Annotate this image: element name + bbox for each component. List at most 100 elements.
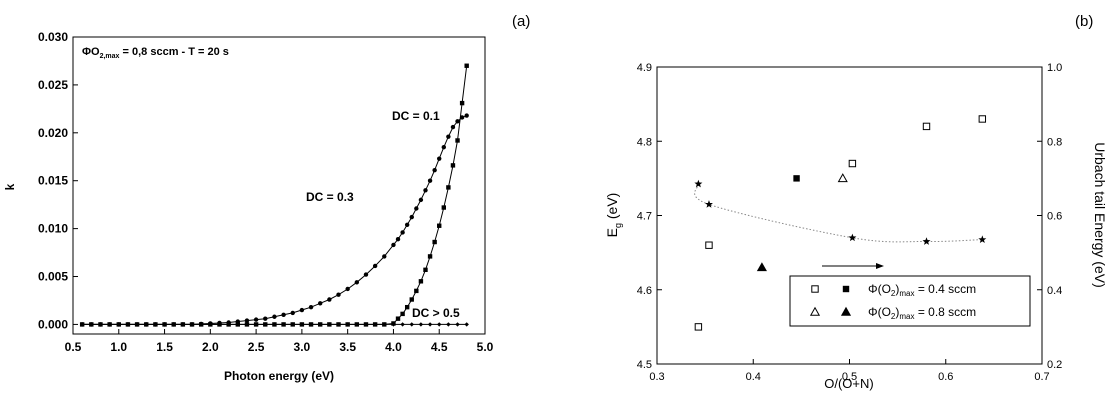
data-point [423,267,428,273]
x-tick-label: 3.5 [339,340,356,354]
data-point [464,63,469,68]
data-point [409,214,414,220]
data-point [345,286,350,292]
data-point [281,322,286,327]
y2-tick-label: 1.0 [1047,62,1062,74]
data-point [404,222,410,227]
x-tick-label: 0.4 [746,371,761,383]
data-point [363,322,369,327]
data-point [922,122,931,131]
panel-a-series-label-dc01: DC = 0.1 [392,109,440,123]
panel-b-label: (b) [1075,13,1093,30]
panel-b-legend-label-04: Φ(O2)max = 0.4 sccm [868,282,976,298]
y-tick-label: 0.005 [38,270,68,284]
data-point [363,272,369,277]
y-tick-label: 4.7 [637,211,652,223]
y-tick-label: 0.025 [38,78,68,92]
data-point [756,262,767,272]
series-square-filled [793,175,800,182]
data-point [922,237,931,245]
x-tick-label: 0.5 [842,371,857,383]
legend-marker-filled [842,285,850,293]
panel-a-y-ticks: 0.000 0.005 0.010 0.015 0.020 0.025 0.030 [38,30,78,331]
data-point [848,233,857,242]
panel-a-label: (a) [512,13,530,30]
data-point [272,322,277,327]
data-point [694,323,703,331]
data-point [372,322,378,327]
legend-marker-filled [840,306,852,316]
data-point [409,322,414,327]
data-point [409,297,414,302]
data-point [244,322,250,327]
y-tick-label: 4.6 [637,285,652,297]
data-point [391,242,396,248]
panel-b-y2label: Urbach tail Energy (eV) [1092,142,1108,288]
y2-tick-label: 0.6 [1047,211,1062,223]
data-point [125,322,131,327]
x-tick-label: 2.5 [248,340,265,354]
data-point [446,134,451,139]
data-point [281,312,286,318]
panel-a-plot-frame [72,36,486,335]
data-point [414,288,419,294]
data-point [372,263,378,269]
data-point [318,322,323,327]
x-tick-label: 1.5 [156,340,173,354]
data-point [134,322,140,327]
data-point [299,322,305,327]
data-point [253,322,259,327]
data-point [446,185,451,190]
data-point [308,304,314,310]
data-point [153,322,158,327]
data-point [391,322,396,327]
panel-b-xlabel: O/(O+N) [824,376,873,391]
x-tick-label: 0.5 [65,340,82,354]
data-point [418,322,424,327]
data-point [427,322,433,327]
panel-b-legend-box [789,275,1031,327]
data-point [299,307,305,313]
y-tick-label: 0.000 [38,317,68,331]
data-point [290,310,295,316]
data-point [263,322,268,327]
data-point [107,322,112,327]
legend-marker-open [811,285,819,293]
data-point [327,297,332,302]
panel-b-right-arrow [822,263,884,269]
panel-b-y2-ticks: 0.2 0.4 0.6 0.8 1.0 [1037,62,1062,371]
panel-b-ylabel: Eg (eV) [604,193,623,238]
series-star [694,179,987,245]
panel-b-legend-label-08: Φ(O2)max = 0.8 sccm [868,305,976,321]
panel-a-series-label-dc05: DC > 0.5 [412,306,460,320]
data-point [382,322,387,327]
data-point [400,322,405,327]
data-point [455,322,460,327]
y2-tick-label: 0.8 [1047,136,1062,148]
x-tick-label: 1.0 [110,340,127,354]
data-point [450,124,456,130]
panel-a-annotation: ΦO2,max = 0,8 sccm - T = 20 s [82,46,229,60]
y-tick-label: 0.010 [38,222,68,236]
y-tick-label: 4.5 [637,359,652,371]
data-point [978,235,987,244]
data-point [263,316,268,321]
data-point [235,319,240,324]
data-point [171,322,176,327]
panel-a-x-ticks: 0.5 1.0 1.5 2.0 2.5 3.0 3.5 4.0 4.5 5.0 [65,329,494,354]
y-tick-label: 0.020 [38,126,68,140]
panel-b-legend: Φ(O2)max = 0.4 sccm Φ(O2)max = 0.8 sccm [789,275,1031,327]
series-diamond [79,322,469,327]
data-point [180,322,186,327]
data-point [235,322,240,327]
x-tick-label: 5.0 [477,340,494,354]
data-point [978,115,987,123]
x-tick-label: 2.0 [202,340,219,354]
data-point [464,322,469,327]
series-circle [79,113,469,327]
data-point [272,314,277,319]
panel-a-ylabel: k [3,183,17,190]
x-tick-label: 0.6 [938,371,953,383]
x-tick-label: 3.0 [294,340,311,354]
